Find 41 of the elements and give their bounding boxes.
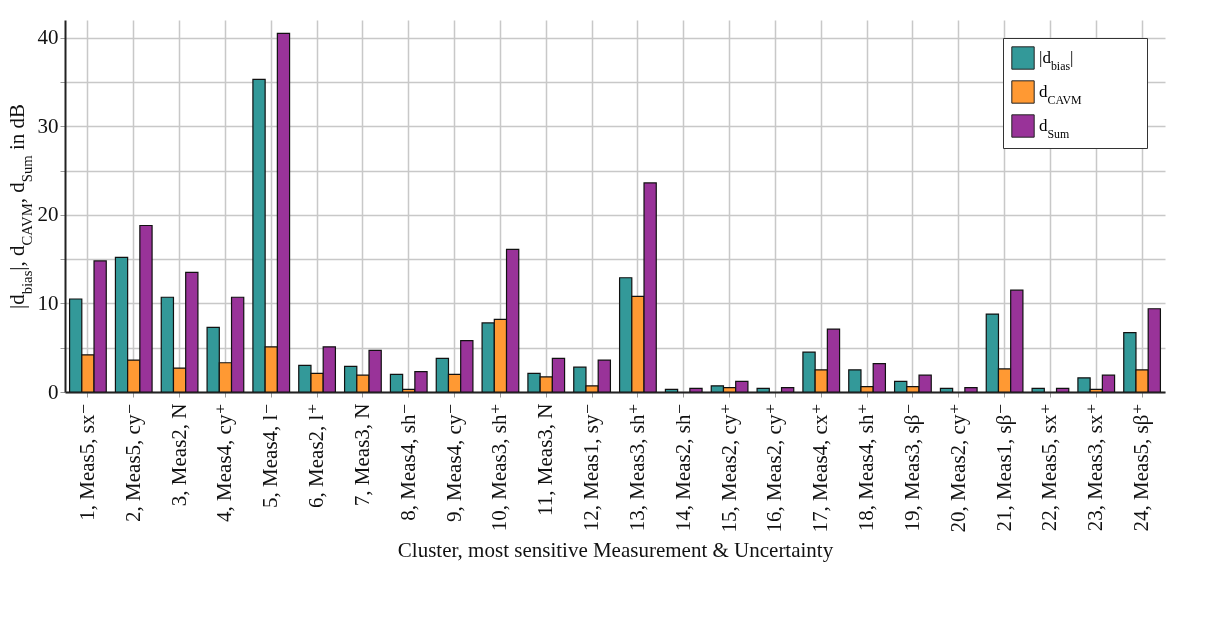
legend-label: d$_{Sum}$ [1039,116,1071,141]
bar [939,387,954,392]
x-tick-label: 18, Meas4, sh⁺ [854,403,879,532]
x-tick-label: 15, Meas2, cy⁺ [716,403,741,533]
x-axis-title: Cluster, most sensitive Measurement & Uncertainty [397,538,834,563]
x-tick-label: 23, Meas3, sx⁺ [1083,403,1108,532]
x-tick-label: 5, Meas4, l⁻ [258,403,283,508]
x-tick-label: 7, Meas3, N [349,403,374,507]
x-tick-label: 14, Meas2, sh⁻ [670,403,695,532]
x-tick-label: 21, Meas1, sβ⁻ [991,403,1016,532]
x-tick-label: 2, Meas5, cy⁻ [120,403,145,522]
x-tick-label: 6, Meas2, l⁺ [304,403,329,508]
x-tick-label: 17, Meas4, cx⁺ [808,403,833,533]
y-tick-label: 20 [37,202,59,227]
legend-label: d$_{CAVM}$ [1039,82,1083,107]
x-tick-label: 4, Meas4, cy⁺ [212,403,237,522]
x-tick-label: 24, Meas5, sβ⁺ [1129,403,1154,532]
x-tick-label: 9, Meas4, cy⁻ [441,403,466,522]
bar [664,388,679,392]
bar [689,387,703,392]
x-tick-label: 20, Meas2, cy⁺ [945,403,970,533]
y-tick-label: 30 [37,113,59,138]
bar [756,387,770,392]
bar [1031,387,1045,392]
x-tick-label: 11, Meas3, N [533,403,558,516]
x-tick-label: 8, Meas4, sh⁻ [395,403,420,521]
x-tick-label: 3, Meas2, N [166,403,191,507]
x-tick-label: 1, Meas5, sx⁻ [74,403,99,521]
x-tick-label: 22, Meas5, sx⁺ [1037,403,1062,532]
x-tick-label: 19, Meas3, sβ⁻ [899,403,924,532]
bar [780,386,795,392]
bar [964,386,978,392]
y-tick-label: 0 [48,379,59,404]
y-tick-label: 10 [37,290,59,315]
x-tick-label: 16, Meas2, cy⁺ [762,403,787,533]
legend-label: |d$_{bias}$| [1039,48,1074,73]
y-tick-label: 40 [37,25,59,50]
x-tick-label: 10, Meas3, sh⁺ [487,403,512,532]
bar [1055,387,1070,392]
x-tick-label: 12, Meas1, sy⁻ [579,403,604,532]
x-tick-label: 13, Meas3, sh⁺ [624,403,649,532]
